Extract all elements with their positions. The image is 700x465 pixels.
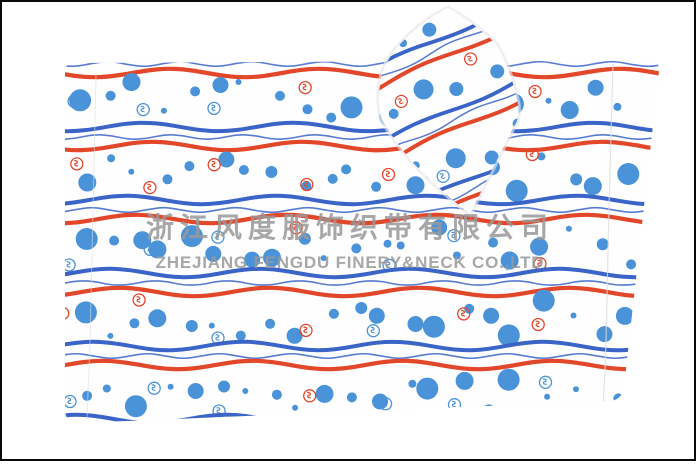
svg-text:ZHEJIANG FENGDU FINERY&NECK CO: ZHEJIANG FENGDU FINERY&NECK CO.,LTD <box>156 253 545 272</box>
svg-text:浙江风度服饰织带有限公司: 浙江风度服饰织带有限公司 <box>146 212 554 243</box>
